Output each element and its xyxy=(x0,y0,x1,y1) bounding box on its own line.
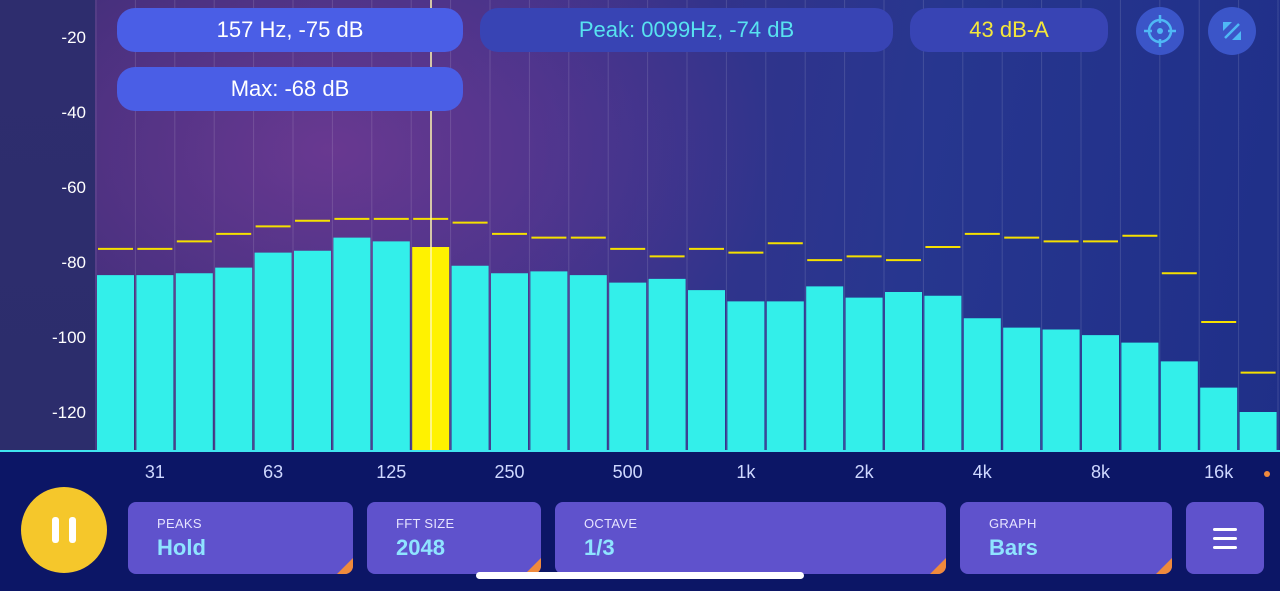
peak-markers xyxy=(98,217,1276,374)
graph-caption: GRAPH xyxy=(989,516,1037,531)
y-axis-strip xyxy=(0,0,95,452)
peaks-caption: PEAKS xyxy=(157,516,202,531)
spectrum-chart: -20 -40 -60 -80 -100 -120 xyxy=(52,0,1279,450)
x-tick-label: 125 xyxy=(376,462,407,482)
cursor-readout: 157 Hz, -75 dB xyxy=(117,8,463,52)
spectrum-graph-area[interactable]: -20 -40 -60 -80 -100 -120 157 Hz, -75 dB Max:… xyxy=(0,0,1280,452)
y-tick-label: -40 xyxy=(61,103,86,122)
spectrum-bar xyxy=(688,290,725,450)
spectrum-bar xyxy=(885,292,922,450)
spectrum-bar xyxy=(1003,327,1041,450)
spectrum-bar xyxy=(215,267,253,450)
spectrum-bar xyxy=(806,286,844,450)
spectrum-bar xyxy=(491,273,528,450)
y-tick-label: -100 xyxy=(52,328,86,347)
x-tick-label: 16k xyxy=(1204,462,1234,482)
spectrum-bar xyxy=(727,301,765,450)
pause-icon-bar-right xyxy=(69,517,76,543)
y-tick-label: -80 xyxy=(61,253,86,272)
spectrum-bar xyxy=(845,297,883,450)
graph-value: Bars xyxy=(989,535,1038,560)
x-tick-label: 4k xyxy=(972,462,992,482)
x-tick-label: 1k xyxy=(736,462,756,482)
target-button[interactable] xyxy=(1136,7,1184,55)
x-tick-label: 63 xyxy=(263,462,284,482)
x-tick-label: 31 xyxy=(144,462,165,482)
hamburger-menu-icon-line xyxy=(1213,536,1237,540)
spectrum-bar xyxy=(1200,387,1238,450)
menu-button[interactable] xyxy=(1186,502,1264,574)
octave-caption: OCTAVE xyxy=(584,516,638,531)
x-tick-label: 250 xyxy=(494,462,525,482)
spectrum-bar xyxy=(136,275,174,450)
spectrum-bar xyxy=(1042,329,1080,450)
spectrum-bar xyxy=(97,275,134,450)
spectrum-bar xyxy=(372,241,410,450)
dropdown-corner-icon xyxy=(337,558,353,574)
crosshair-target-icon xyxy=(1144,15,1176,47)
spectrum-bar xyxy=(963,318,1001,450)
spectrum-bar xyxy=(924,295,962,450)
spectrum-bar xyxy=(254,252,292,450)
spectrum-bar xyxy=(1160,361,1198,450)
peak-readout[interactable]: Peak: 0099Hz, -74 dB xyxy=(480,8,893,52)
graph-baseline xyxy=(0,450,1280,452)
indicator-dot xyxy=(1264,471,1270,477)
play-pause-button[interactable] xyxy=(21,487,107,573)
dropdown-corner-icon xyxy=(1156,558,1172,574)
spectrum-bar xyxy=(530,271,568,450)
graph-control[interactable]: GRAPH Bars xyxy=(960,502,1172,574)
spectrum-bar xyxy=(609,282,647,450)
spectrum-bar xyxy=(1239,412,1277,450)
spectrum-bar xyxy=(648,278,686,450)
weighted-level-readout[interactable]: 43 dB-A xyxy=(910,8,1108,52)
x-tick-label: 2k xyxy=(854,462,874,482)
fft-size-control[interactable]: FFT SIZE 2048 xyxy=(367,502,541,574)
hamburger-menu-icon-line xyxy=(1213,545,1237,549)
dropdown-corner-icon xyxy=(930,558,946,574)
spectrum-bar xyxy=(451,265,489,450)
max-readout[interactable]: Max: -68 dB xyxy=(117,67,463,111)
peaks-value: Hold xyxy=(157,535,206,560)
spectrum-bar xyxy=(333,237,371,450)
y-tick-label: -20 xyxy=(61,28,86,47)
spectrum-bar xyxy=(1121,342,1159,450)
octave-value: 1/3 xyxy=(584,535,615,560)
spectrum-bar xyxy=(294,250,331,450)
home-indicator[interactable] xyxy=(476,572,804,579)
x-tick-label: 500 xyxy=(612,462,643,482)
pause-icon-bar-left xyxy=(52,517,59,543)
spectrum-bars xyxy=(97,237,1277,450)
y-axis-ticks: -20 -40 -60 -80 -100 -120 xyxy=(52,28,86,422)
spectrum-bar xyxy=(766,301,804,450)
spectrum-bar xyxy=(1082,335,1119,450)
y-tick-label: -120 xyxy=(52,403,86,422)
hamburger-menu-icon-line xyxy=(1213,527,1237,531)
y-tick-label: -60 xyxy=(61,178,86,197)
fft-size-caption: FFT SIZE xyxy=(396,516,455,531)
x-tick-label: 8k xyxy=(1090,462,1110,482)
spectrum-bar xyxy=(175,273,213,450)
expand-button[interactable] xyxy=(1208,7,1256,55)
peaks-control[interactable]: PEAKS Hold xyxy=(128,502,353,574)
spectrum-bar xyxy=(569,275,607,450)
dropdown-corner-icon xyxy=(525,558,541,574)
expand-arrows-icon xyxy=(1223,22,1241,40)
octave-control[interactable]: OCTAVE 1/3 xyxy=(555,502,946,574)
fft-size-value: 2048 xyxy=(396,535,445,560)
